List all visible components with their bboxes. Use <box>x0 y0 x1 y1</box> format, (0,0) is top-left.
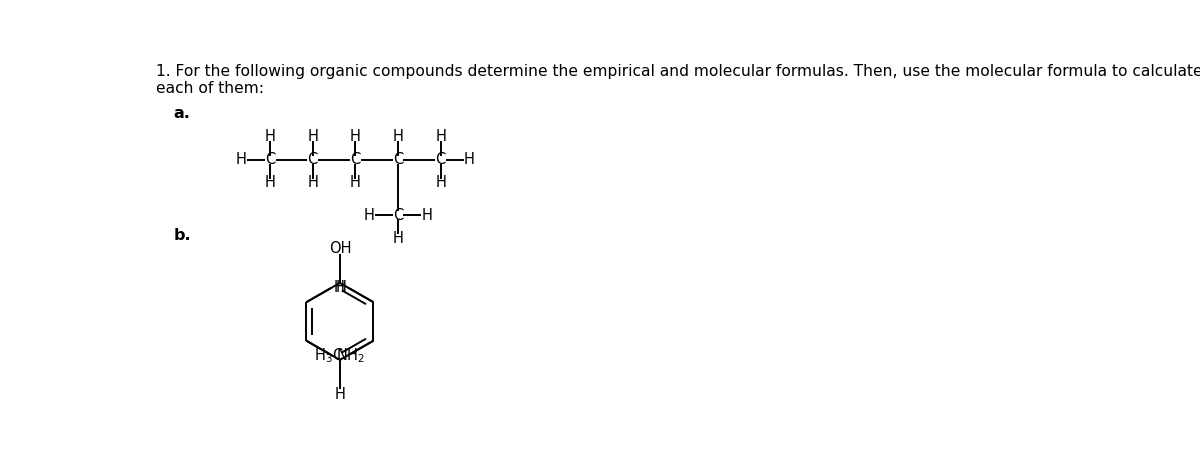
Text: H: H <box>464 152 475 167</box>
Text: H: H <box>334 280 344 295</box>
Text: H: H <box>336 280 347 295</box>
Text: C: C <box>392 152 403 167</box>
Text: H: H <box>236 152 247 167</box>
Text: OH: OH <box>329 241 352 256</box>
Text: C: C <box>307 152 318 167</box>
Text: b.: b. <box>173 227 191 243</box>
Text: H: H <box>307 129 318 144</box>
Text: H: H <box>350 175 361 190</box>
Text: H: H <box>392 129 403 144</box>
Text: H: H <box>335 387 346 402</box>
Text: H: H <box>364 208 374 223</box>
Text: C: C <box>350 152 360 167</box>
Text: C: C <box>436 152 445 167</box>
Text: H: H <box>265 129 276 144</box>
Text: NH$_2$: NH$_2$ <box>336 346 365 365</box>
Text: H: H <box>265 175 276 190</box>
Text: H: H <box>392 231 403 246</box>
Text: C: C <box>392 208 403 223</box>
Text: H: H <box>350 129 361 144</box>
Text: H: H <box>421 208 432 223</box>
Text: H: H <box>436 175 446 190</box>
Text: H$_3$C: H$_3$C <box>314 346 344 365</box>
Text: C: C <box>265 152 275 167</box>
Text: 1. For the following organic compounds determine the empirical and molecular for: 1. For the following organic compounds d… <box>156 64 1200 96</box>
Text: H: H <box>436 129 446 144</box>
Text: a.: a. <box>173 106 190 121</box>
Text: H: H <box>307 175 318 190</box>
